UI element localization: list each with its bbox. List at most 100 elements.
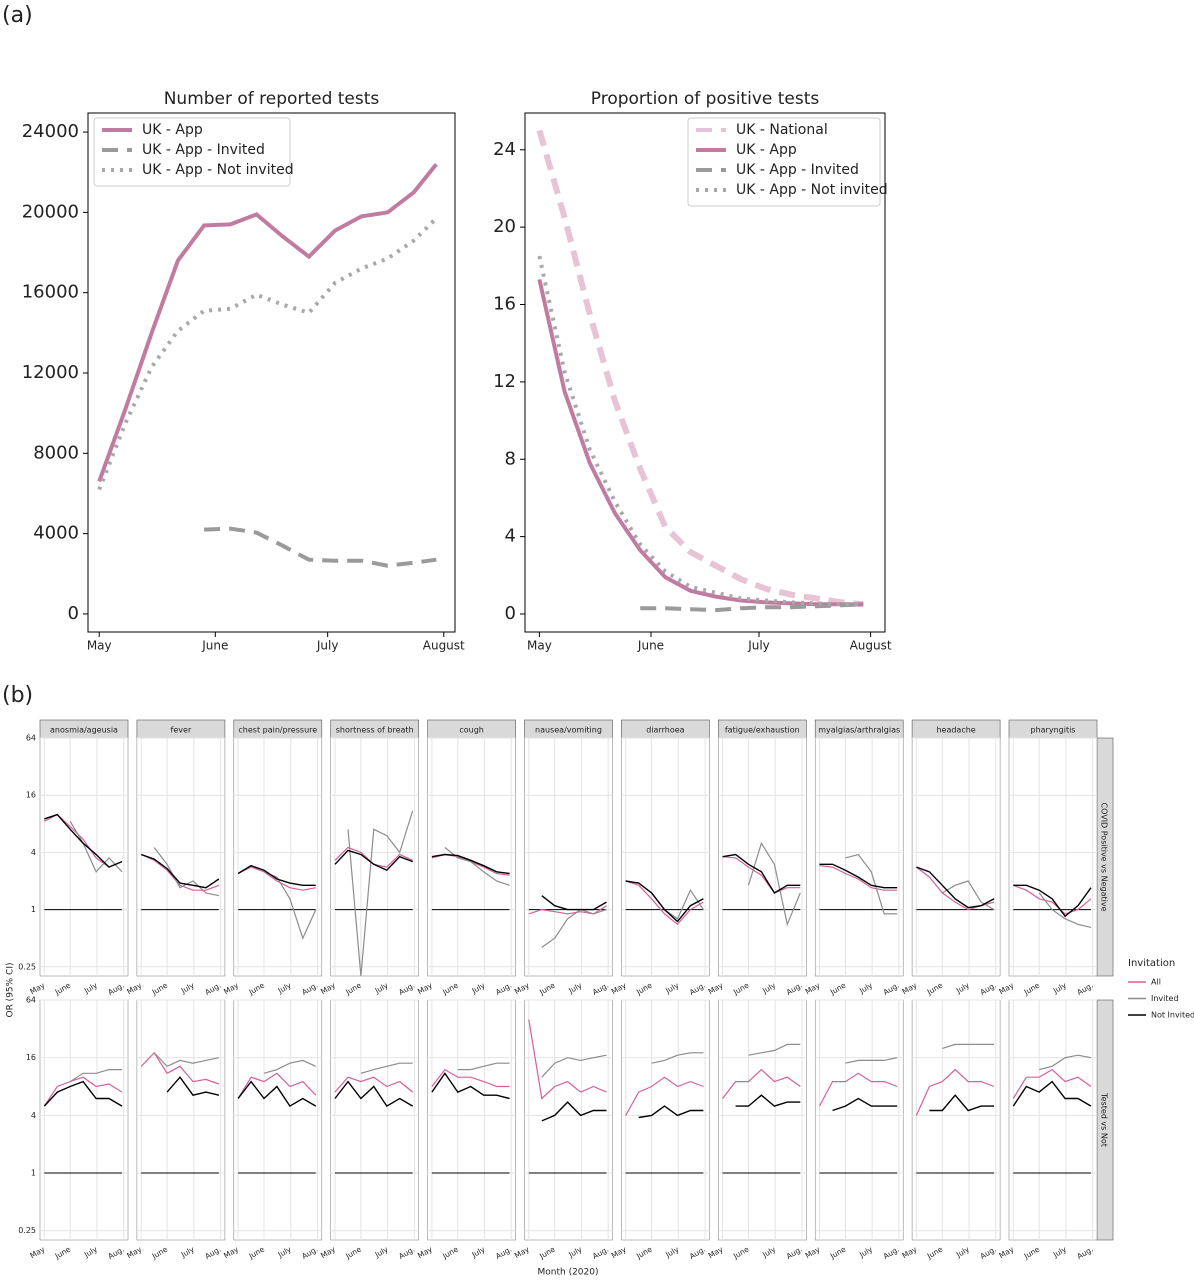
- x-tick-label: June: [343, 1244, 363, 1261]
- facet-panel: [524, 737, 613, 977]
- line-series: [536, 129, 864, 608]
- line-series: [941, 880, 995, 911]
- x-tick-label: Aug.: [591, 1245, 610, 1261]
- x-tick-label: May: [222, 980, 240, 996]
- x-tick-label: Aug.: [397, 1245, 416, 1261]
- x-tick-label: June: [201, 639, 228, 653]
- x-tick-label: June: [440, 1244, 460, 1261]
- x-tick-label: Aug.: [591, 981, 610, 997]
- chart-title: Proportion of positive tests: [591, 89, 820, 109]
- x-tick-label: July: [760, 1244, 778, 1259]
- x-tick-label: May: [319, 980, 337, 996]
- facet-panel: [136, 999, 226, 1241]
- x-tick-label: Aug.: [203, 981, 222, 997]
- x-tick-label: July: [179, 1244, 197, 1259]
- line-series: [722, 1068, 801, 1099]
- chart-title: Number of reported tests: [164, 89, 380, 109]
- x-tick-label: Aug.: [882, 1245, 901, 1261]
- facet-panel: [718, 737, 807, 977]
- y-tick-label: 0.25: [18, 1226, 36, 1235]
- line-series: [97, 162, 438, 483]
- y-tick-label: 64: [26, 734, 36, 743]
- x-tick-label: May: [804, 1244, 822, 1260]
- y-tick-label: 12000: [22, 362, 79, 383]
- x-axis-title: Month (2020): [538, 1268, 599, 1278]
- x-tick-label: July: [1051, 980, 1069, 995]
- y-tick-label: 1: [31, 1169, 36, 1178]
- x-tick-label: July: [373, 980, 391, 995]
- line-series: [153, 1052, 220, 1068]
- line-series: [360, 1062, 413, 1074]
- x-tick-label: May: [997, 980, 1015, 996]
- x-tick-label: June: [828, 980, 848, 997]
- x-tick-label: Aug.: [785, 1245, 804, 1261]
- line-series: [140, 853, 220, 889]
- line-series: [43, 1076, 123, 1107]
- line-series: [1013, 884, 1092, 915]
- legend-label: UK - App - Not invited: [142, 162, 294, 178]
- y-tick-label: 4: [505, 526, 516, 547]
- x-tick-label: Aug.: [979, 1245, 998, 1261]
- facet-panel: [233, 737, 323, 977]
- legend-label: UK - App: [736, 142, 797, 158]
- line-series: [625, 1076, 704, 1116]
- x-tick-label: Aug.: [494, 1245, 513, 1261]
- line-series: [43, 1080, 123, 1107]
- line-series: [915, 1068, 995, 1116]
- y-tick-label: 64: [26, 996, 36, 1005]
- x-tick-label: July: [1051, 1244, 1069, 1259]
- legend-label: UK - App: [142, 122, 203, 138]
- line-series: [541, 895, 607, 911]
- facet-panel: [911, 737, 1001, 977]
- x-tick-label: Aug.: [979, 981, 998, 997]
- line-series: [237, 864, 316, 886]
- x-tick-label: May: [804, 980, 822, 996]
- x-tick-label: May: [28, 980, 46, 996]
- y-tick-label: 16: [493, 294, 516, 315]
- line-series: [69, 820, 123, 873]
- x-tick-label: May: [125, 980, 143, 996]
- facet-panel: [1008, 999, 1098, 1241]
- line-series: [748, 1043, 801, 1056]
- x-tick-label: July: [82, 1244, 100, 1259]
- facet-panel: [1008, 737, 1098, 977]
- line-series: [140, 853, 220, 891]
- line-series: [528, 1019, 607, 1100]
- x-tick-label: May: [513, 980, 531, 996]
- x-tick-label: June: [1022, 980, 1042, 997]
- x-tick-label: Aug.: [688, 1245, 707, 1261]
- line-series: [722, 856, 801, 894]
- x-tick-label: May: [319, 1244, 337, 1260]
- line-series: [166, 1076, 220, 1096]
- facet-title: fatigue/exhaustion: [725, 726, 800, 735]
- x-tick-label: June: [537, 1244, 557, 1261]
- x-tick-label: June: [537, 980, 557, 997]
- line-series: [1012, 1080, 1092, 1107]
- line-series: [431, 853, 510, 875]
- y-tick-label: 1: [31, 905, 36, 914]
- line-series: [347, 810, 414, 977]
- row-title: COVID Positive vs Negative: [1100, 802, 1109, 911]
- x-tick-label: July: [663, 980, 681, 995]
- x-tick-label: Aug.: [300, 1245, 319, 1261]
- x-tick-label: July: [316, 639, 339, 653]
- y-tick-label: 4000: [33, 523, 79, 544]
- x-tick-label: July: [857, 980, 875, 995]
- x-tick-label: August: [423, 639, 465, 653]
- x-tick-label: June: [731, 980, 751, 997]
- x-tick-label: June: [637, 639, 664, 653]
- x-tick-label: June: [925, 1244, 945, 1261]
- x-tick-label: July: [566, 1244, 584, 1259]
- x-tick-label: May: [997, 1244, 1015, 1260]
- x-tick-label: Aug.: [300, 981, 319, 997]
- facet-panel: [427, 737, 516, 977]
- line-series: [44, 813, 123, 868]
- y-tick-label: 8000: [33, 442, 79, 463]
- x-tick-label: June: [53, 980, 73, 997]
- facet-panel: [39, 999, 129, 1241]
- x-tick-label: June: [150, 980, 170, 997]
- x-tick-label: May: [416, 1244, 434, 1260]
- facet-panel: [621, 999, 710, 1241]
- facet-panel: [814, 737, 904, 977]
